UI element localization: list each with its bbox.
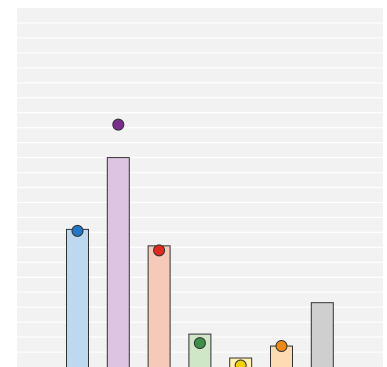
marker-point-2 bbox=[112, 118, 125, 131]
bar-1 bbox=[66, 228, 89, 367]
bar-7 bbox=[310, 302, 334, 367]
bar-2 bbox=[106, 157, 130, 367]
bars bbox=[66, 157, 334, 367]
markers bbox=[71, 118, 288, 367]
marker-point-6 bbox=[275, 340, 288, 353]
marker-point-3 bbox=[153, 244, 166, 257]
bar-3 bbox=[147, 245, 171, 367]
marker-point-5 bbox=[234, 359, 247, 367]
marker-point-1 bbox=[71, 224, 84, 237]
marker-point-4 bbox=[193, 337, 206, 350]
